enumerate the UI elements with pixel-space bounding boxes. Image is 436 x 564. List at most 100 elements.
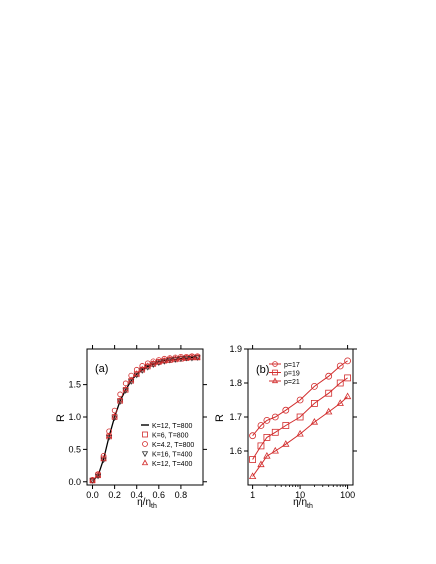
panel-b-legend: p=17 p=19p=21 [269, 361, 300, 386]
panel-a-y-tick-label: 1.0 [68, 412, 81, 422]
panel-a-data-point [117, 391, 123, 398]
panel-b-data-point [296, 396, 304, 404]
panel-a-data-point [172, 355, 179, 361]
panel-b-data-point [344, 357, 351, 365]
panel-a-data-point [155, 358, 162, 365]
panel-b-y-tick-label: 1.9 [229, 344, 242, 354]
panel-a-data-point [111, 412, 118, 419]
panel-a-legend-label: K=16, T=400 [152, 452, 192, 459]
panel-b-data-point [325, 389, 333, 397]
panel-b-data-point [257, 460, 265, 468]
panel-a-x-axis-label: η/ηth [137, 497, 157, 510]
panel-b-axes: 1 10 100 1.6 1.7 1.8 1.9 [229, 344, 357, 500]
panel-b-data-point [343, 392, 352, 400]
panel-a-x-tick-label: 0.2 [108, 490, 121, 500]
panel-a-data-point [94, 471, 102, 478]
panel-a-series-4 [89, 353, 201, 483]
panel-a-data-point [117, 396, 124, 403]
panel-a-legend-label: K=6, T=800 [152, 433, 189, 440]
panel-a-legend-swatch [141, 459, 149, 466]
panel-a-data-point [150, 361, 157, 367]
panel-b-data-point [310, 399, 318, 407]
panel-a: (a) R η/ηth 0.0 0.2 0.4 0.6 0.80.00.51.01.5 … [55, 345, 207, 510]
panel-a-data-point [166, 357, 173, 364]
panel-a-y-axis-label: R [55, 414, 67, 422]
panel-a-data-point [117, 398, 123, 404]
panel-b-legend-label: p=19 [284, 371, 300, 378]
panel-a-data-point [150, 358, 157, 365]
panel-a-data-point [188, 355, 196, 362]
panel-a-data-point [172, 357, 179, 363]
panel-a-data-point [139, 363, 146, 369]
panel-a-y-tick-label: 0.5 [68, 444, 81, 454]
panel-a-data-point [89, 477, 96, 483]
panel-a-data-point [122, 385, 129, 392]
panel-b-x-axis-label-sub: th [307, 503, 313, 510]
panel-b-legend-swatch [272, 361, 278, 367]
panel-a-legend-label: K=12, T=800 [152, 423, 192, 430]
panel-b-data-point [271, 446, 279, 454]
panel-a-data-point [122, 386, 129, 393]
panel-a-data-point [122, 380, 129, 387]
panel-b-series-1 [249, 374, 351, 463]
panel-b-data-point [271, 413, 279, 421]
panel-a-legend-swatch [141, 451, 149, 458]
panel-b-y-tick-label: 1.8 [229, 378, 242, 388]
panel-a-data-point [161, 357, 168, 363]
panel-b-legend-label: p=21 [284, 379, 300, 386]
panel-b-data-point [263, 451, 271, 459]
panel-b-data-point [282, 422, 290, 429]
panel-a-x-tick-label: 0.6 [153, 490, 166, 500]
panel-b-x-tick-label: 10 [295, 490, 305, 500]
panel-b-data-point [282, 406, 290, 414]
panel-a-data-point [139, 365, 146, 372]
panel-b-y-tick-label: 1.7 [229, 412, 242, 422]
panel-b-legend-label: p=17 [284, 362, 300, 369]
panel-b-x-tick-label: 1 [250, 490, 255, 500]
panel-a-data-point [133, 370, 140, 376]
panel-b-data-point [263, 416, 271, 424]
panel-a-data-point [106, 432, 113, 438]
panel-a-data-point [166, 355, 173, 362]
panel-a-legend: K=12, T=800 K=6, T=800 K=4.2, T=800 K=16, T… [141, 423, 194, 468]
panel-b-series [248, 357, 352, 480]
panel-a-data-point [144, 362, 151, 368]
panel-a-label: (a) [95, 363, 108, 375]
panel-a-x-axis-label-main: η/η [137, 497, 151, 508]
panel-b-data-point [336, 399, 344, 406]
panel-a-axes: 0.0 0.2 0.4 0.6 0.8 0.0 0.5 1.0 1.5 [68, 345, 207, 500]
panel-a-data-point [128, 376, 135, 383]
panel-a-series [89, 353, 201, 484]
panel-b-series-line [252, 377, 348, 460]
panel-a-x-axis-label-sub: th [151, 503, 157, 510]
panel-a-data-point [161, 359, 168, 365]
panel-b-legend-swatch [271, 377, 279, 384]
panel-a-data-point [161, 355, 168, 362]
panel-a-y-tick-label: 1.5 [68, 380, 81, 390]
panel-b-data-point [296, 413, 304, 421]
panel-a-data-point [150, 359, 157, 366]
panel-b-data-point [310, 417, 319, 425]
panel-a-x-tick-label: 0.0 [86, 490, 99, 500]
panel-b-data-point [310, 382, 318, 390]
panel-b: (b) R η/ηth 1 10 100 1.6 1.7 1.8 1.9 p=17 p=19p… [214, 344, 357, 510]
panel-b-data-point [325, 372, 333, 380]
panel-b-y-axis-label: R [214, 414, 226, 422]
panel-b-data-point [257, 442, 265, 450]
panel-b-data-point [336, 362, 344, 370]
panel-a-legend-label: K=12, T=400 [152, 461, 192, 468]
panel-b-data-point [257, 422, 265, 429]
panel-b-data-point [248, 472, 257, 480]
panel-a-data-point [144, 363, 151, 370]
panel-a-data-point [177, 354, 184, 361]
panel-a-data-point [177, 356, 184, 363]
panel-b-series-0 [249, 357, 351, 440]
panel-a-data-point [133, 366, 140, 373]
panel-b-data-point [336, 379, 344, 387]
panel-b-x-axis-label-main: η/η [293, 497, 307, 508]
panel-b-data-point [249, 456, 257, 463]
panel-b-data-point [249, 432, 257, 440]
panel-a-data-point [100, 457, 107, 464]
panel-a-data-point [139, 366, 146, 373]
